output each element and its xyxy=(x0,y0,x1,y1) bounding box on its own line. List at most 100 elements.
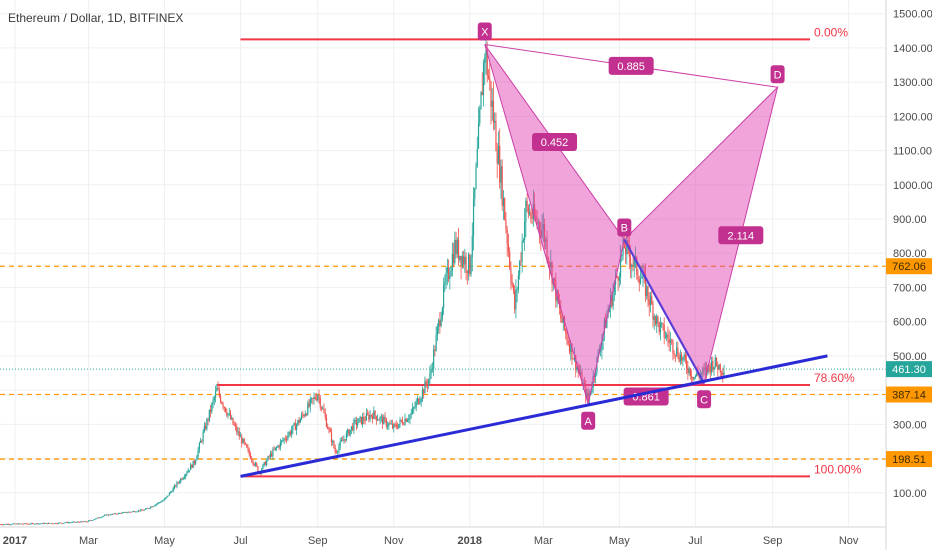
candle-body xyxy=(403,423,405,425)
candle-body xyxy=(479,108,481,124)
candle-body xyxy=(106,514,108,516)
candle-body xyxy=(668,338,670,343)
candle-body xyxy=(252,460,254,464)
candle-body xyxy=(191,464,193,468)
support-387-tag: 387.14 xyxy=(886,386,932,403)
point-label-bg xyxy=(770,65,785,84)
candle-body xyxy=(359,416,361,419)
candle-body xyxy=(360,416,362,424)
candle-body xyxy=(213,397,215,400)
point-label-bg xyxy=(477,22,492,41)
candle-body xyxy=(679,354,681,362)
candle-body xyxy=(207,419,209,421)
candle-body xyxy=(471,236,473,258)
candle-body xyxy=(132,511,134,512)
candle-body xyxy=(211,403,213,412)
candle-body xyxy=(282,440,284,442)
candle-body xyxy=(355,419,357,426)
candle-body xyxy=(228,413,230,414)
candle-body xyxy=(117,513,119,514)
candle-body xyxy=(616,275,618,277)
candle-body xyxy=(691,376,693,378)
candle-body xyxy=(718,364,720,370)
x-tick-label: Sep xyxy=(763,535,783,547)
candle-body xyxy=(165,497,167,499)
candle-body xyxy=(272,449,274,457)
ratio-badge-bg xyxy=(718,226,764,245)
candle-body xyxy=(489,78,491,82)
candle-body xyxy=(163,498,166,501)
candle-body xyxy=(485,49,487,58)
candle-body xyxy=(128,511,131,513)
candle-body xyxy=(82,521,85,523)
candle-body xyxy=(391,423,394,428)
candle-body xyxy=(246,444,248,448)
candle-body xyxy=(135,511,137,513)
candle-body xyxy=(364,420,366,422)
candle-body xyxy=(545,239,547,242)
candle-body xyxy=(150,506,152,509)
overlay-lines xyxy=(240,239,828,478)
ratio-badge-label: 2.114 xyxy=(727,230,754,242)
y-tick-label: 1100.00 xyxy=(893,146,932,158)
candle-body xyxy=(626,240,628,255)
candle-body xyxy=(25,523,27,525)
candle-body xyxy=(3,524,5,526)
candle-body xyxy=(290,430,293,435)
candle-body xyxy=(227,413,229,416)
candle-body xyxy=(127,511,129,513)
candle-body xyxy=(284,438,286,440)
candle-body xyxy=(236,426,238,433)
candle-body xyxy=(133,511,136,512)
point-label-text: X xyxy=(481,26,489,38)
candle-body xyxy=(110,514,112,516)
candle-body xyxy=(393,424,395,428)
candle-body xyxy=(394,424,396,425)
candle-body xyxy=(153,505,156,507)
candle-body xyxy=(249,454,252,459)
candle-body xyxy=(530,212,532,219)
candle-body xyxy=(500,166,502,183)
candle-body xyxy=(244,442,247,445)
candle-body xyxy=(575,355,577,370)
candle-body xyxy=(96,517,98,519)
candle-body xyxy=(337,451,339,453)
candle-body xyxy=(104,515,106,516)
candle-body xyxy=(209,409,212,412)
candle-body xyxy=(674,354,677,356)
candle-body xyxy=(219,395,222,403)
candle-body xyxy=(398,424,400,429)
candle-body xyxy=(385,418,387,427)
candle-body xyxy=(428,379,430,386)
candle-body xyxy=(469,254,471,275)
candle-body xyxy=(350,426,353,430)
ratio-badge-bg xyxy=(532,133,578,152)
candle-body xyxy=(79,522,81,523)
candle-body xyxy=(122,512,124,514)
candle-body xyxy=(257,466,259,472)
candle-body xyxy=(288,432,290,436)
candle-body xyxy=(531,218,533,219)
candle-body xyxy=(333,441,335,448)
candle-body xyxy=(75,522,77,523)
candle-body xyxy=(722,372,724,375)
candle-body xyxy=(186,472,188,475)
candle-body xyxy=(505,219,507,230)
candle-body xyxy=(55,523,57,524)
candle-body xyxy=(197,449,199,457)
candle-body xyxy=(116,513,118,515)
candle-body xyxy=(345,433,348,441)
candle-body xyxy=(14,523,16,525)
candle-body xyxy=(649,296,652,306)
candle-body xyxy=(64,522,66,524)
candle-body xyxy=(440,318,442,327)
candle-body xyxy=(719,364,721,373)
candle-body xyxy=(256,463,258,467)
candle-body xyxy=(286,439,288,440)
candle-body xyxy=(247,447,249,450)
candle-body xyxy=(657,316,659,323)
candle-body xyxy=(462,256,465,265)
candle-body xyxy=(378,419,380,421)
fib-0-label: 0.00% xyxy=(814,25,848,39)
candle-body xyxy=(160,502,162,503)
